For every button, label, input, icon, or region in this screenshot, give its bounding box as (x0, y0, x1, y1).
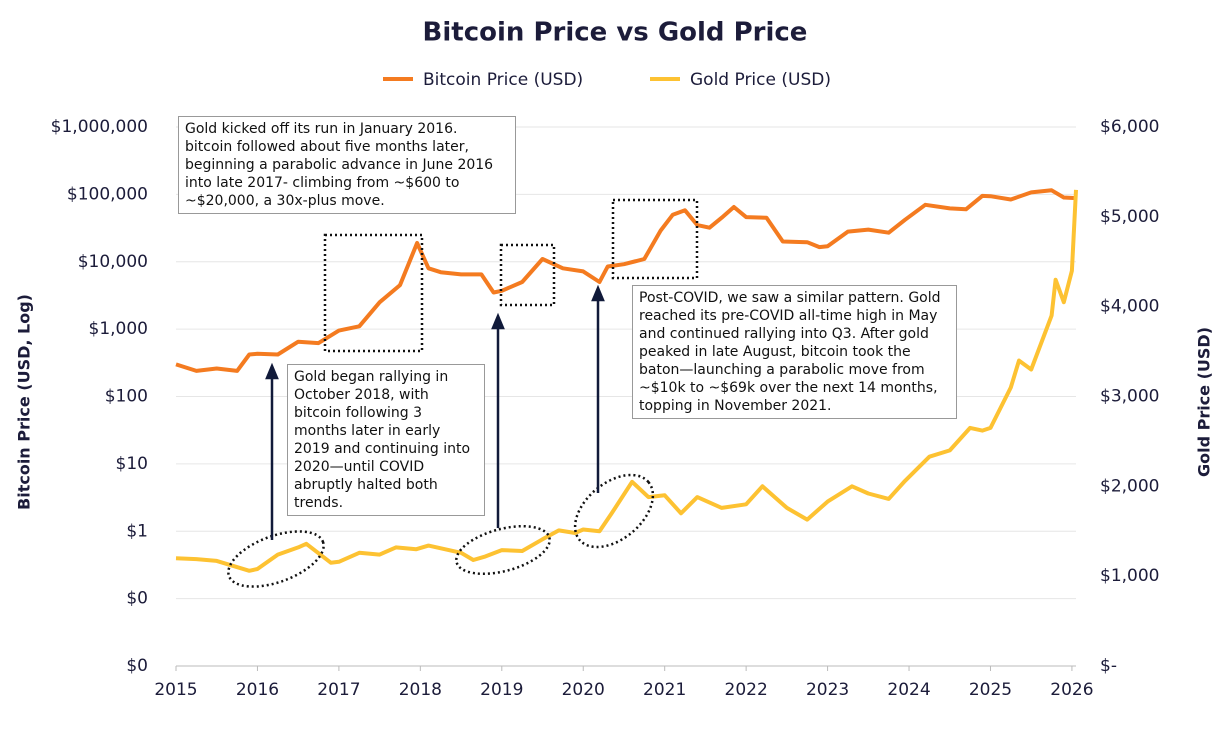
x-tick-label: 2019 (480, 680, 523, 700)
x-tick-label: 2015 (154, 680, 197, 700)
arrow-head (491, 312, 505, 330)
annotation: Gold began rallying in October 2018, wit… (287, 364, 485, 516)
x-tick-label: 2026 (1050, 680, 1093, 700)
highlight-box (323, 233, 424, 353)
y-tick-label: $0 (126, 656, 148, 676)
y-tick-label: $1 (126, 521, 148, 541)
highlight-ellipse (455, 524, 551, 576)
x-tick-label: 2022 (725, 680, 768, 700)
highlight-box (611, 198, 699, 280)
y2-tick-label: $6,000 (1100, 117, 1159, 137)
annotation: Gold kicked off its run in January 2016.… (178, 116, 516, 214)
x-tick-label: 2016 (236, 680, 279, 700)
highlight-ellipse (573, 473, 655, 549)
y-tick-label: $0 (126, 589, 148, 609)
y-tick-label: $10,000 (78, 252, 148, 272)
legend-label: Bitcoin Price (USD) (423, 70, 583, 90)
legend-label: Gold Price (USD) (690, 70, 831, 90)
chart-title: Bitcoin Price vs Gold Price (423, 18, 808, 48)
highlight-ellipse (227, 530, 325, 588)
arrow-head (591, 284, 605, 302)
series-line (175, 189, 1078, 573)
y2-tick-label: $2,000 (1100, 476, 1159, 496)
x-tick-label: 2025 (969, 680, 1012, 700)
y2-tick-label: $1,000 (1100, 566, 1159, 586)
y-tick-label: $1,000,000 (51, 117, 148, 137)
x-tick-label: 2020 (562, 680, 605, 700)
series-line (175, 188, 1077, 373)
y2-tick-label: $5,000 (1100, 207, 1159, 227)
annotation-shapes (227, 198, 699, 588)
y-tick-label: $100 (105, 387, 148, 407)
arrow-head (265, 362, 279, 380)
annotation: Post-COVID, we saw a similar pattern. Go… (632, 285, 957, 419)
x-tick-label: 2021 (643, 680, 686, 700)
highlight-box (499, 243, 556, 307)
x-tick-label: 2024 (887, 680, 930, 700)
x-tick-label: 2023 (806, 680, 849, 700)
y2-axis-label: Gold Price (USD) (1195, 327, 1214, 477)
y2-tick-label: $4,000 (1100, 297, 1159, 317)
y-tick-label: $10 (116, 454, 148, 474)
x-tick-label: 2018 (399, 680, 442, 700)
x-tick-label: 2017 (317, 680, 360, 700)
arrows (265, 284, 605, 540)
y-axis-label: Bitcoin Price (USD, Log) (15, 294, 34, 510)
y-tick-label: $1,000 (89, 319, 148, 339)
y-tick-label: $100,000 (67, 184, 148, 204)
y2-tick-label: $- (1100, 656, 1117, 676)
y2-tick-label: $3,000 (1100, 387, 1159, 407)
